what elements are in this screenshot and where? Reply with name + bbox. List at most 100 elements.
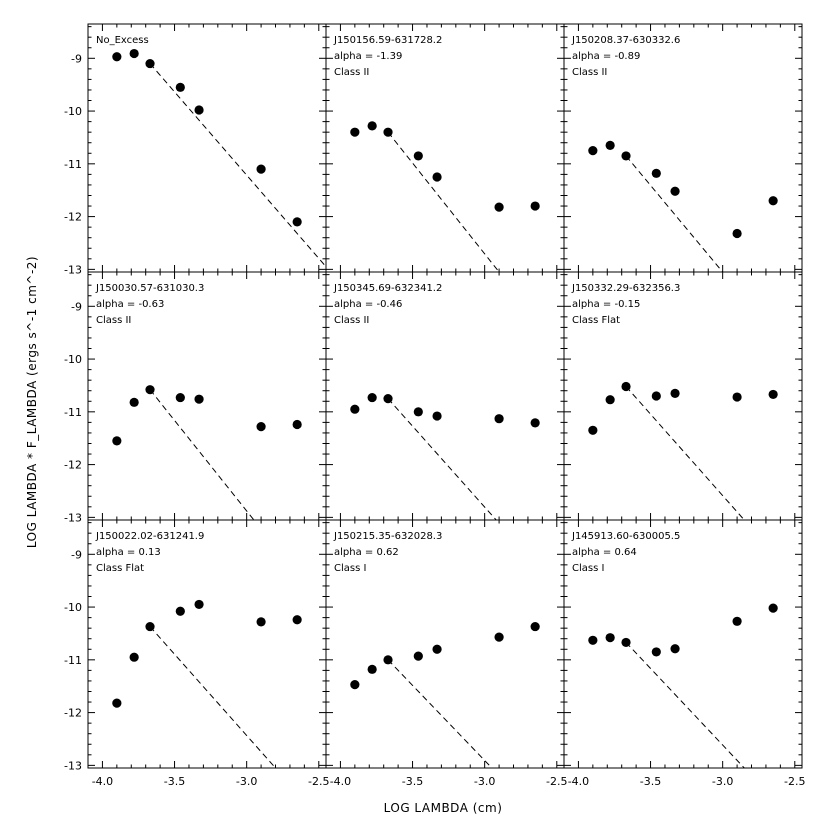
data-point	[530, 621, 540, 632]
panel-class: Class I	[572, 563, 604, 574]
data-point	[621, 151, 631, 161]
y-tick-label: -13	[64, 263, 82, 276]
data-point	[732, 228, 742, 239]
x-tick-label: -2.5	[308, 775, 329, 788]
data-point	[350, 127, 360, 137]
photosphere-fit-line	[387, 398, 497, 520]
data-point	[256, 164, 266, 174]
data-point	[145, 385, 155, 395]
data-point	[530, 201, 540, 211]
y-tick-label: -10	[64, 601, 82, 614]
data-point	[175, 392, 185, 403]
data-point	[768, 389, 778, 400]
photosphere-fit-line	[149, 389, 255, 520]
x-tick-label: -4.0	[92, 775, 113, 788]
data-point	[413, 151, 423, 161]
data-point	[112, 436, 122, 446]
data-point	[432, 411, 442, 421]
x-tick-label: -3.5	[640, 775, 661, 788]
data-point	[292, 615, 302, 625]
data-point	[175, 606, 185, 616]
data-point	[350, 680, 360, 690]
panel-source-name: J150156.59-631728.2	[333, 35, 442, 46]
data-point	[145, 58, 155, 69]
y-tick-label: -12	[64, 459, 82, 472]
data-point	[129, 397, 139, 407]
data-point	[605, 395, 615, 405]
y-tick-label: -9	[71, 548, 82, 561]
x-tick-label: -3.0	[712, 775, 733, 788]
data-point	[588, 635, 598, 645]
y-tick-label: -9	[71, 52, 82, 65]
data-point	[194, 599, 204, 610]
data-point	[256, 617, 266, 627]
y-tick-label: -9	[71, 300, 82, 313]
photosphere-fit-line	[149, 626, 276, 768]
panel-source-name: J150208.37-630332.6	[571, 35, 680, 46]
panel-source-name: No_Excess	[96, 35, 149, 46]
photosphere-fit-line	[625, 386, 745, 520]
panel-source-name: J145913.60-630005.5	[571, 531, 680, 542]
panel-alpha: alpha = 0.13	[96, 547, 161, 558]
photosphere-fit-line	[625, 155, 724, 272]
data-point	[494, 202, 504, 212]
panel-alpha: alpha = -0.89	[572, 51, 640, 62]
y-tick-label: -11	[64, 654, 82, 667]
panel-class: Class Flat	[572, 315, 620, 326]
y-tick-label: -11	[64, 406, 82, 419]
panel-class: Class II	[334, 315, 369, 326]
panel-frame	[87, 23, 327, 273]
data-point	[494, 414, 504, 424]
x-tick-label: -2.5	[784, 775, 805, 788]
panel-alpha: alpha = -0.63	[96, 299, 164, 310]
panel-source-name: J150345.69-632341.2	[333, 283, 442, 294]
x-tick-label: -3.0	[474, 775, 495, 788]
data-point	[292, 217, 302, 227]
y-tick-label: -10	[64, 105, 82, 118]
data-point	[292, 419, 302, 430]
data-point	[530, 418, 540, 428]
panel-alpha: alpha = -0.46	[334, 299, 402, 310]
data-point	[605, 633, 615, 643]
panel-source-name: J150215.35-632028.3	[333, 531, 442, 542]
x-tick-label: -4.0	[330, 775, 351, 788]
panel-class: Class II	[96, 315, 131, 326]
panel-alpha: alpha = -1.39	[334, 51, 402, 62]
data-point	[670, 186, 680, 196]
data-point	[413, 651, 423, 661]
data-point	[112, 52, 122, 62]
panel-class: Class I	[334, 563, 366, 574]
axis-labels: LOG LAMBDA * F_LAMBDA (ergs s^-1 cm^-2) …	[25, 256, 502, 815]
panel-class: Class II	[572, 67, 607, 78]
y-tick-label: -13	[64, 511, 82, 524]
data-point	[621, 381, 631, 392]
panel-class: Class II	[334, 67, 369, 78]
panel-alpha: alpha = 0.62	[334, 547, 399, 558]
x-axis-label: LOG LAMBDA (cm)	[384, 801, 503, 815]
panel-source-name: J150332.29-632356.3	[571, 283, 680, 294]
data-point	[145, 621, 155, 632]
panel-5: J150345.69-632341.2 alpha = -0.46 Class II	[325, 271, 565, 521]
data-point	[651, 168, 661, 178]
photosphere-fit-line	[387, 659, 493, 768]
data-point	[432, 172, 442, 182]
x-tick-label: -3.5	[164, 775, 185, 788]
data-point	[383, 655, 393, 665]
panel-6: J150332.29-632356.3 alpha = -0.15 Class Fl…	[563, 271, 803, 521]
data-point	[588, 146, 598, 156]
data-point	[194, 105, 204, 115]
data-point	[432, 644, 442, 654]
data-point	[588, 425, 598, 435]
panel-2: J150156.59-631728.2 alpha = -1.39 Class II	[325, 23, 565, 273]
data-point	[175, 82, 185, 92]
data-point	[367, 392, 377, 403]
data-point	[670, 644, 680, 654]
panel-7: -9 -10 -11 -12 -13 -4.0 -3.5 -3.0 -2.5 J150022.02…	[64, 519, 330, 788]
data-point	[605, 140, 615, 150]
panel-1: -9 -10 -11 -12 -13 No_Excess	[64, 23, 327, 276]
data-point	[383, 394, 393, 404]
panel-source-name: J150030.57-631030.3	[95, 283, 204, 294]
panel-frame	[563, 519, 803, 769]
panel-alpha: alpha = -0.15	[572, 299, 640, 310]
